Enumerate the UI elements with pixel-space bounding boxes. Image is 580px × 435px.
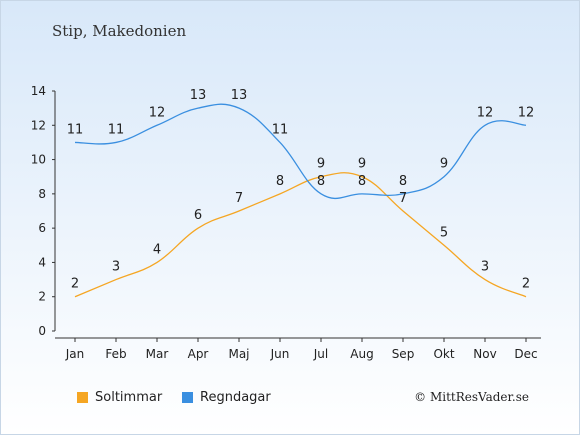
data-label-rain: 13 [231,88,248,103]
x-tick-label: Nov [473,347,496,361]
legend-label-rain: Regndagar [200,390,271,405]
data-label-rain: 12 [518,105,535,120]
data-label-sun: 5 [440,225,448,240]
y-tick-label: 8 [38,187,46,201]
x-tick-label: Apr [188,347,209,361]
data-label-rain: 9 [440,157,448,172]
data-label-rain: 11 [108,122,125,137]
x-tick-label: Sep [392,347,415,361]
x-tick-label: Feb [105,347,126,361]
data-label-rain: 11 [272,122,289,137]
data-label-sun: 4 [153,242,161,257]
y-tick-label: 6 [38,221,46,235]
data-label-sun: 7 [235,191,243,206]
x-tick-label: Okt [433,347,454,361]
legend-item-sun: Soltimmar [77,390,162,405]
x-tick-label: Jun [270,347,290,361]
data-label-sun: 2 [522,277,530,292]
chart-title: Stip, Makedonien [52,22,187,40]
x-tick-label: Maj [228,347,249,361]
data-label-rain: 8 [317,174,325,189]
copyright-text: © MittResVader.se [414,390,529,404]
data-label-sun: 2 [71,277,79,292]
x-tick-label: Dec [514,347,537,361]
y-tick-label: 4 [38,255,46,269]
data-label-rain: 8 [399,174,407,189]
legend-swatch-rain [182,392,193,403]
data-label-sun: 9 [358,157,366,172]
x-tick-label: Mar [146,347,169,361]
data-label-rain: 11 [67,122,84,137]
data-label-sun: 3 [481,260,489,275]
y-tick-label: 0 [38,324,46,338]
data-label-sun: 3 [112,260,120,275]
data-label-sun: 8 [276,174,284,189]
data-label-rain: 8 [358,174,366,189]
data-label-sun: 7 [399,191,407,206]
data-label-sun: 6 [194,208,202,223]
legend-label-sun: Soltimmar [95,390,163,405]
series-line-rain [74,103,527,200]
x-tick-label: Jul [313,347,328,361]
data-label-rain: 13 [190,88,207,103]
data-label-rain: 12 [149,105,166,120]
legend-swatch-sun [77,392,88,403]
y-tick-label: 12 [31,118,46,132]
x-tick-label: Jan [65,347,85,361]
legend-item-rain: Regndagar [182,390,271,405]
y-tick-label: 2 [38,290,46,304]
series-line-sun [74,172,527,298]
y-tick-label: 14 [31,84,46,98]
y-tick-label: 10 [31,153,46,167]
data-label-sun: 9 [317,157,325,172]
data-label-rain: 12 [477,105,494,120]
x-tick-label: Aug [350,347,373,361]
